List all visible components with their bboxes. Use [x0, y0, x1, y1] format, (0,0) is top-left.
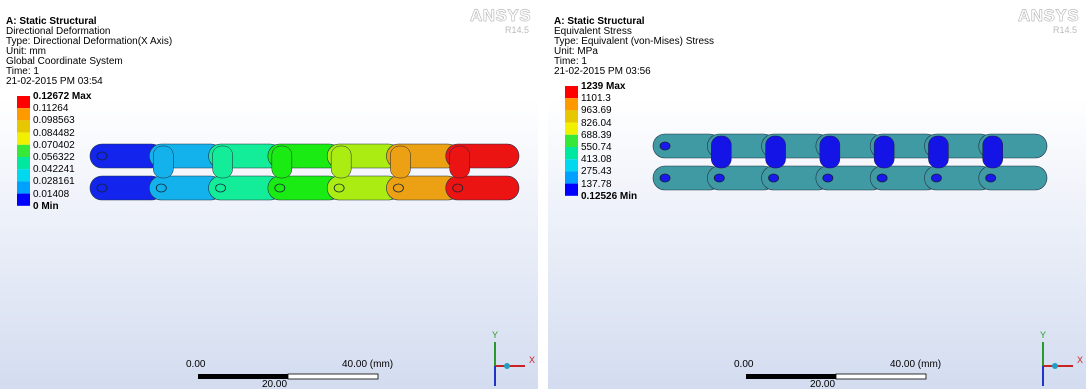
legend-label: 0.12526 Min [581, 192, 637, 202]
roller [928, 136, 948, 168]
pin-hole [823, 174, 833, 182]
version: R14.5 [505, 25, 529, 35]
legend-label: 1239 Max [581, 82, 625, 92]
legend-label: 275.43 [581, 167, 612, 177]
legend-label: 688.39 [581, 131, 612, 141]
legend-swatch [17, 181, 30, 193]
roller [766, 136, 786, 168]
axis-origin [504, 363, 510, 369]
legend-label: 0.11264 [33, 104, 68, 114]
pin-hole [334, 184, 344, 192]
axis-label-y: Y [492, 330, 498, 340]
legend-label: 0.056322 [33, 153, 75, 163]
axis-origin [1052, 363, 1058, 369]
legend-swatch [17, 194, 30, 206]
pin-hole [714, 174, 724, 182]
pin-hole [931, 174, 941, 182]
pin-hole [660, 174, 670, 182]
legend-label: 0 Min [33, 202, 59, 212]
legend-swatch [565, 123, 578, 135]
pin-hole [453, 184, 463, 192]
scale-end: 40.00 (mm) [890, 360, 941, 370]
ansys-logo: ANSYS [470, 6, 531, 26]
pin-hole [769, 174, 779, 182]
pin-hole [877, 174, 887, 182]
legend-swatch [565, 86, 578, 98]
roller [711, 136, 731, 168]
legend-label: 1101.3 [581, 94, 611, 104]
scale-start: 0.00 [734, 360, 753, 370]
legend-swatch [565, 184, 578, 196]
roller [153, 146, 173, 178]
legend-swatch [17, 96, 30, 108]
pin-hole [156, 184, 166, 192]
legend-label: 137.78 [581, 180, 612, 190]
legend-label: 0.042241 [33, 165, 75, 175]
pin-hole [660, 142, 670, 150]
pin-hole [986, 174, 996, 182]
legend-label: 0.084482 [33, 129, 75, 139]
page: A: Static StructuralDirectional Deformat… [0, 0, 1086, 389]
legend-swatch [565, 159, 578, 171]
scale-mid: 20.00 [810, 380, 835, 389]
header-line: 21-02-2015 PM 03:56 [554, 67, 651, 77]
axis-label-x: X [529, 355, 535, 365]
roller [272, 146, 292, 178]
legend-swatch [17, 169, 30, 181]
ansys-logo: ANSYS [1018, 6, 1079, 26]
pin-hole [275, 184, 285, 192]
roller [983, 136, 1003, 168]
legend-label: 413.08 [581, 155, 612, 165]
legend-label: 0.028161 [33, 177, 75, 187]
legend-swatch [17, 145, 30, 157]
scale-bar [288, 374, 378, 379]
pin-hole [216, 184, 226, 192]
legend-swatch [17, 120, 30, 132]
legend-swatch [17, 133, 30, 145]
scale-start: 0.00 [186, 360, 205, 370]
pin-hole [97, 152, 107, 160]
header-line: 21-02-2015 PM 03:54 [6, 77, 103, 87]
legend-swatch [565, 98, 578, 110]
legend-label: 963.69 [581, 106, 612, 116]
legend-swatch [565, 147, 578, 159]
roller [390, 146, 410, 178]
legend-label: 0.12672 Max [33, 92, 91, 102]
legend-label: 826.04 [581, 119, 612, 129]
pin-hole [393, 184, 403, 192]
legend-label: 550.74 [581, 143, 612, 153]
legend-swatch [565, 171, 578, 183]
legend-swatch [17, 157, 30, 169]
legend-swatch [17, 108, 30, 120]
scale-mid: 20.00 [262, 380, 287, 389]
version: R14.5 [1053, 25, 1077, 35]
legend-label: 0.098563 [33, 116, 75, 126]
pin-hole [97, 184, 107, 192]
roller [450, 146, 470, 178]
legend-swatch [565, 110, 578, 122]
legend-label: 0.070402 [33, 141, 75, 151]
scale-bar [836, 374, 926, 379]
roller [213, 146, 233, 178]
roller [331, 146, 351, 178]
legend-swatch [565, 135, 578, 147]
legend-label: 0.01408 [33, 190, 69, 200]
axis-label-x: X [1077, 355, 1083, 365]
roller [874, 136, 894, 168]
axis-label-y: Y [1040, 330, 1046, 340]
scale-end: 40.00 (mm) [342, 360, 393, 370]
roller [820, 136, 840, 168]
